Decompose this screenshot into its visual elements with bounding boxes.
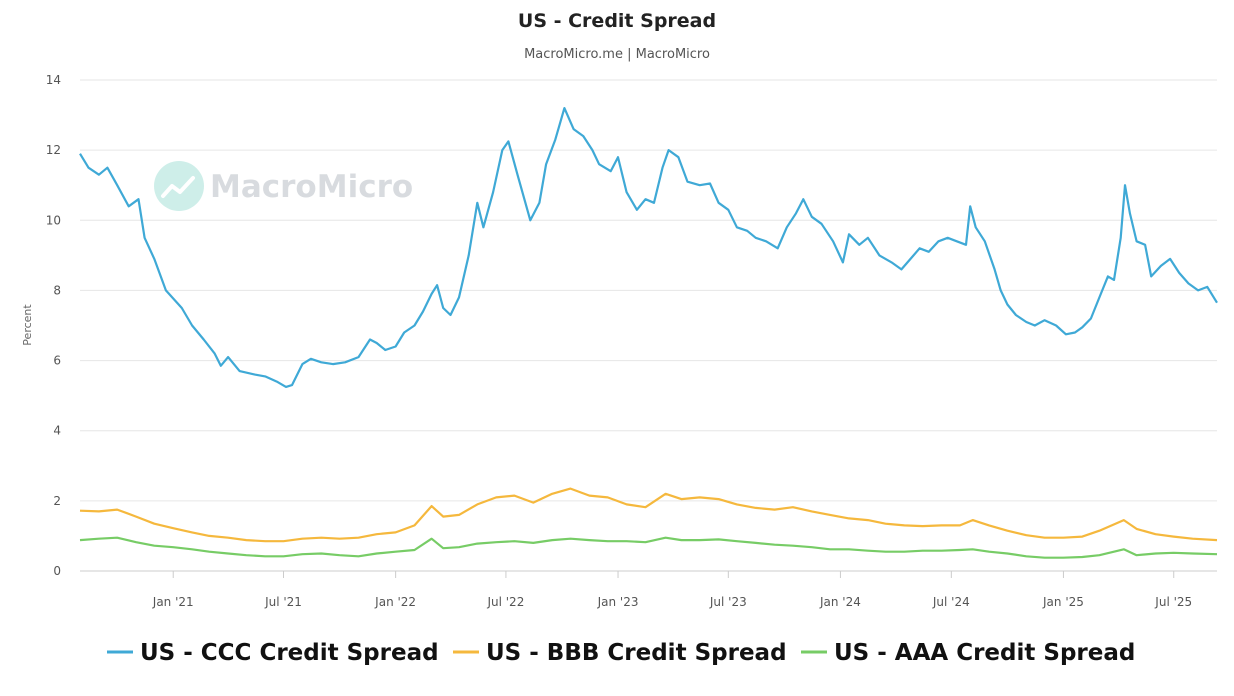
watermark-logo-icon [154,161,204,211]
y-tick-label: 2 [53,494,61,508]
watermark-text: MacroMicro [210,169,413,205]
y-tick-label: 0 [53,564,61,578]
y-tick-label: 8 [53,283,61,297]
x-tick-label: Jul '24 [932,595,970,609]
grid-lines [80,79,1217,572]
y-tick-label: 4 [53,424,61,438]
legend: US - CCC Credit Spread US - BBB Credit Sp… [107,640,1135,666]
y-tick-label: 14 [46,73,61,87]
y-axis-label: Percent [21,304,34,346]
x-tick-label: Jan '21 [152,595,194,609]
chart-subtitle: MacroMicro.me | MacroMicro [524,47,710,62]
legend-label: US - BBB Credit Spread [486,640,787,666]
series-lines [79,107,1218,559]
y-tick-label: 10 [46,213,61,227]
legend-label: US - AAA Credit Spread [834,640,1135,666]
x-tick-label: Jul '25 [1154,595,1192,609]
legend-label: US - CCC Credit Spread [140,640,439,666]
legend-item[interactable]: US - CCC Credit Spread [107,640,439,666]
series-line-us-bbb-credit-spread [79,487,1218,543]
x-tick-label: Jul '21 [264,595,302,609]
x-tick-label: Jan '25 [1042,595,1084,609]
chart-title: US - Credit Spread [518,10,716,32]
y-axis-ticks: 0 2 4 6 8 10 12 14 [46,73,61,578]
x-tick-label: Jul '23 [709,595,747,609]
x-axis-ticks: Jan '21 Jul '21 Jan '22 Jul '22 Jan '23 Jul '… [152,571,1192,609]
watermark: MacroMicro [154,161,413,211]
x-tick-label: Jul '22 [486,595,524,609]
legend-item[interactable]: US - BBB Credit Spread [453,640,787,666]
y-tick-label: 12 [46,143,61,157]
x-tick-label: Jan '23 [597,595,639,609]
series-line-us-aaa-credit-spread [79,536,1218,559]
legend-item[interactable]: US - AAA Credit Spread [801,640,1135,666]
x-tick-label: Jan '22 [374,595,416,609]
series-line-us-ccc-credit-spread [79,107,1218,388]
x-tick-label: Jan '24 [819,595,861,609]
watermark-logo-stroke [161,176,195,198]
y-tick-label: 6 [53,354,61,368]
